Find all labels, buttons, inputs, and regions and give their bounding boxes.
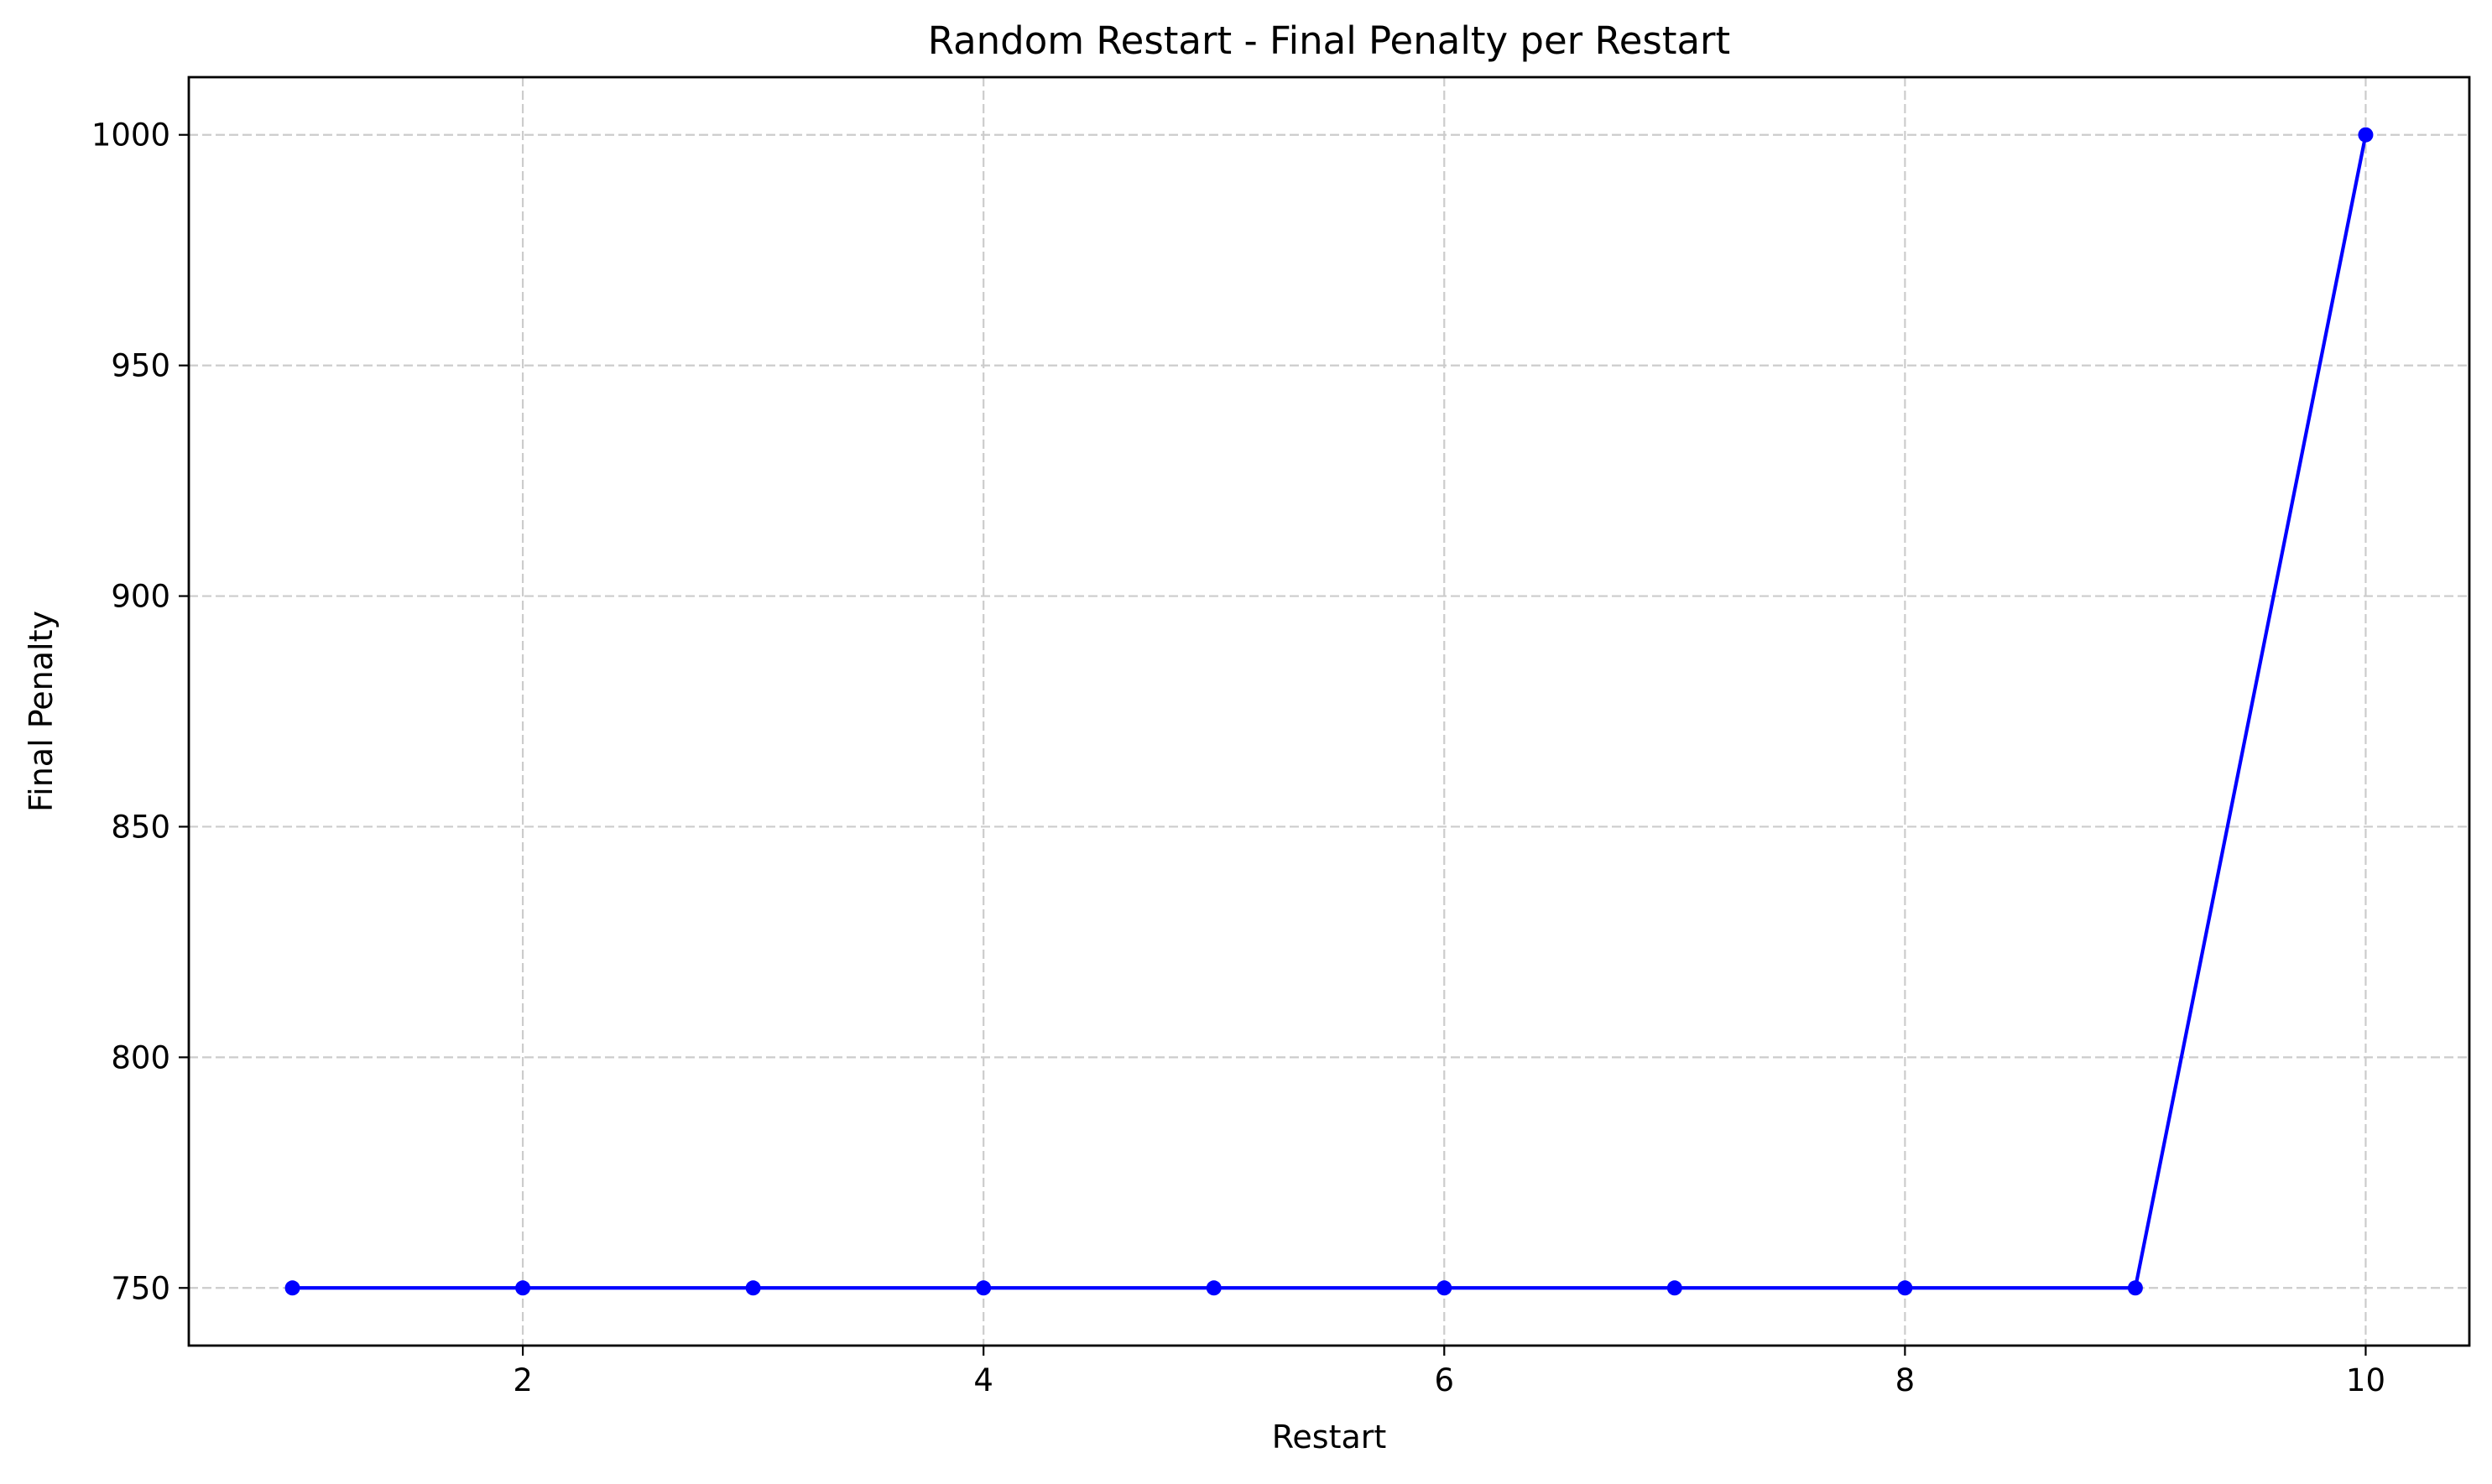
- y-tick-label: 800: [111, 1039, 170, 1075]
- chart-title: Random Restart - Final Penalty per Resta…: [928, 18, 1730, 63]
- data-point: [745, 1280, 761, 1296]
- x-tick-label: 10: [2346, 1362, 2385, 1398]
- y-tick-label: 750: [111, 1270, 170, 1306]
- x-tick-label: 4: [973, 1362, 993, 1398]
- x-tick-label: 8: [1895, 1362, 1916, 1398]
- series-line: [292, 134, 2368, 1290]
- data-point: [1666, 1280, 1682, 1296]
- y-tick-label: 900: [111, 579, 170, 615]
- data-point: [1206, 1280, 1222, 1296]
- plot-area-frame: [187, 76, 2471, 1347]
- y-axis-label: Final Penalty: [23, 611, 60, 812]
- x-tick-label: 6: [1434, 1362, 1454, 1398]
- data-point: [1436, 1280, 1452, 1296]
- data-point: [515, 1280, 531, 1296]
- data-point: [1897, 1280, 1913, 1296]
- grid: [189, 77, 2469, 1346]
- y-tick-label: 950: [111, 348, 170, 384]
- data-point: [2127, 1280, 2143, 1296]
- x-axis-label: Restart: [1272, 1419, 1387, 1455]
- data-point: [2358, 127, 2374, 143]
- y-tick-label: 850: [111, 809, 170, 845]
- data-point: [976, 1280, 992, 1296]
- y-tick-label: 1000: [91, 117, 170, 154]
- data-point: [284, 1280, 300, 1296]
- ticks: 2 4 6 8 10 750 800 850 900 950 1000: [91, 117, 2385, 1398]
- x-tick-label: 2: [513, 1362, 533, 1398]
- series-layer: [284, 127, 2374, 1296]
